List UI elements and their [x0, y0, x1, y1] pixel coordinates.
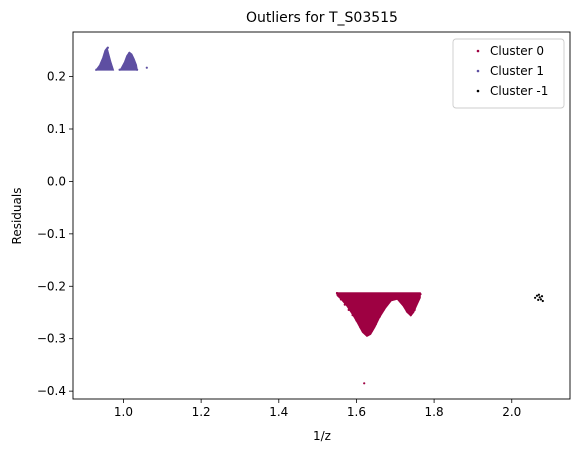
- cluster-0-point: [398, 298, 401, 301]
- cluster-1-point: [128, 51, 131, 55]
- cluster-2-point: [534, 296, 537, 299]
- y-tick-label: −0.1: [37, 227, 66, 241]
- cluster-0-point: [335, 292, 339, 295]
- cluster-1-point: [95, 68, 98, 71]
- cluster-0-point: [359, 326, 362, 329]
- cluster-0-point: [351, 314, 354, 317]
- cluster-0-point: [343, 303, 346, 306]
- y-tick-label: 0.2: [47, 70, 66, 84]
- legend-label: Cluster -1: [490, 84, 548, 98]
- x-tick-label: 1.6: [347, 405, 366, 419]
- cluster-1-point: [106, 46, 109, 49]
- legend: Cluster 0 Cluster 1 Cluster -1: [452, 38, 565, 109]
- x-axis-title: 1/z: [313, 429, 331, 443]
- y-tick-label: 0.1: [47, 122, 66, 136]
- points-layer: [95, 46, 544, 385]
- plot-frame: [72, 31, 571, 400]
- cluster-0-point: [409, 293, 412, 296]
- cluster-1-point: [124, 62, 127, 65]
- cluster-1-point: [134, 66, 137, 69]
- legend-marker: [476, 69, 480, 73]
- cluster-2-point: [535, 294, 539, 297]
- cluster-1-point: [118, 68, 121, 71]
- cluster-0-point: [355, 319, 358, 322]
- y-tick-label: −0.4: [37, 384, 66, 398]
- cluster-0-point: [401, 303, 405, 306]
- cluster-1-point: [110, 67, 113, 70]
- cluster-1-point: [122, 67, 125, 70]
- cluster-0-point: [363, 382, 366, 385]
- cluster-0-point: [347, 308, 350, 311]
- y-tick-label: 0.0: [47, 174, 66, 188]
- legend-label: Cluster 1: [490, 64, 544, 78]
- cluster-0-point: [382, 308, 385, 311]
- cluster-0-point: [401, 293, 405, 296]
- legend-marker: [476, 49, 480, 53]
- legend-label: Cluster 0: [490, 44, 544, 58]
- x-tick-label: 1.8: [425, 405, 444, 419]
- cluster-1-point: [136, 68, 139, 71]
- cluster-2-point: [537, 293, 541, 296]
- y-tick-label: −0.2: [37, 279, 66, 293]
- y-axis-title: Residuals: [10, 188, 24, 245]
- cluster-0-point: [386, 302, 389, 305]
- y-tick-label: −0.3: [37, 332, 66, 346]
- x-tick-label: 1.0: [114, 405, 133, 419]
- cluster-0-point: [378, 315, 381, 318]
- cluster-0-point: [374, 322, 377, 326]
- cluster-0-point: [405, 310, 408, 313]
- cluster-1-point: [101, 62, 104, 65]
- cluster-0-point: [370, 293, 374, 296]
- x-tick-label: 2.0: [502, 405, 521, 419]
- cluster-0-point: [347, 293, 350, 296]
- legend-items: Cluster 0 Cluster 1 Cluster -1: [476, 44, 548, 98]
- cluster-2-point: [537, 298, 540, 301]
- x-tick-label: 1.4: [269, 405, 288, 419]
- cluster-0-point: [394, 293, 397, 296]
- cluster-0-point: [386, 293, 389, 296]
- legend-marker: [476, 89, 480, 93]
- cluster-1-point: [99, 67, 102, 70]
- x-axis: 1.0 1.2 1.4 1.6 1.8 2.0: [114, 399, 521, 419]
- legend-box: [452, 38, 565, 109]
- cluster-0-point: [417, 298, 420, 301]
- cluster-2-point: [538, 296, 541, 299]
- cluster-1-point: [132, 59, 135, 62]
- chart-title: Outliers for T_S03515: [246, 10, 398, 26]
- cluster-1-point: [108, 62, 111, 65]
- cluster-0-point: [363, 295, 366, 298]
- cluster-0-point: [419, 293, 422, 296]
- cluster-0-point: [378, 293, 381, 296]
- cluster-0-point: [339, 298, 342, 301]
- cluster-1-point: [104, 51, 108, 55]
- cluster-0-point: [355, 293, 358, 296]
- cluster-1-point: [145, 66, 148, 69]
- cluster-1-point: [126, 57, 129, 60]
- cluster-1-point: [130, 54, 133, 57]
- x-tick-label: 1.2: [192, 405, 211, 419]
- cluster-2-point: [540, 295, 544, 298]
- cluster-1-region-right: [119, 51, 138, 71]
- cluster-0-point: [367, 333, 370, 337]
- cluster-0-point: [390, 296, 393, 299]
- plot-area: [72, 31, 571, 400]
- cluster-2-point: [541, 299, 544, 303]
- cluster-1-point: [103, 57, 106, 60]
- cluster-0-point: [413, 308, 416, 311]
- cluster-0-point: [370, 329, 374, 332]
- cluster-2-point: [539, 298, 543, 301]
- cluster-0-point: [363, 331, 366, 334]
- y-axis: −0.4 −0.3 −0.2 −0.1 0.0 0.1 0.2: [37, 70, 73, 398]
- cluster-0-point: [409, 314, 412, 317]
- cluster-0-region: [335, 292, 421, 337]
